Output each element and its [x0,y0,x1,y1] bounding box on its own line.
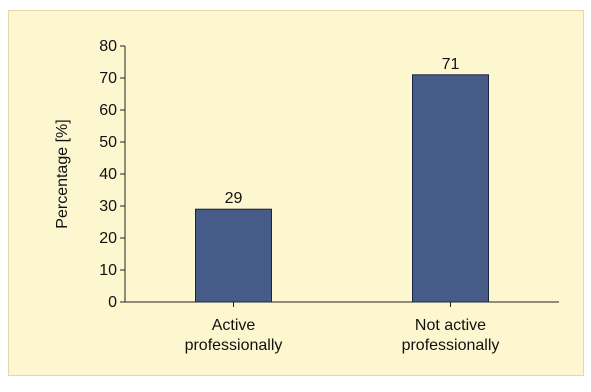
chart-panel: 0 10 20 30 40 50 60 70 80 Active professionally No… [8,10,584,376]
bar-value-label: 29 [225,190,243,207]
y-tick-label: 30 [99,198,117,215]
y-axis-title: Percentage [%] [54,119,71,228]
data-labels: 29 71 [225,56,460,207]
bar [412,74,489,303]
y-tick-label: 60 [99,102,117,119]
y-tick-label: 40 [99,166,117,183]
y-axis: 0 10 20 30 40 50 60 70 80 [99,38,126,311]
x-category-label-line: Not active [415,317,486,334]
x-category-label: Not active professionally [402,317,500,354]
y-tick-label: 80 [99,38,117,55]
y-tick-label: 0 [108,294,117,311]
y-tick-label: 50 [99,134,117,151]
x-category-label-line: professionally [185,337,283,354]
x-category-label: Active professionally [185,317,283,354]
y-tick-label: 10 [99,262,117,279]
y-tick-label: 70 [99,70,117,87]
x-category-label-line: professionally [402,337,500,354]
bar-value-label: 71 [442,56,460,73]
y-tick-label: 20 [99,230,117,247]
bars [195,74,489,303]
bar [195,208,272,303]
x-axis: Active professionally Not active profession… [125,301,559,354]
x-category-label-line: Active [212,317,256,334]
